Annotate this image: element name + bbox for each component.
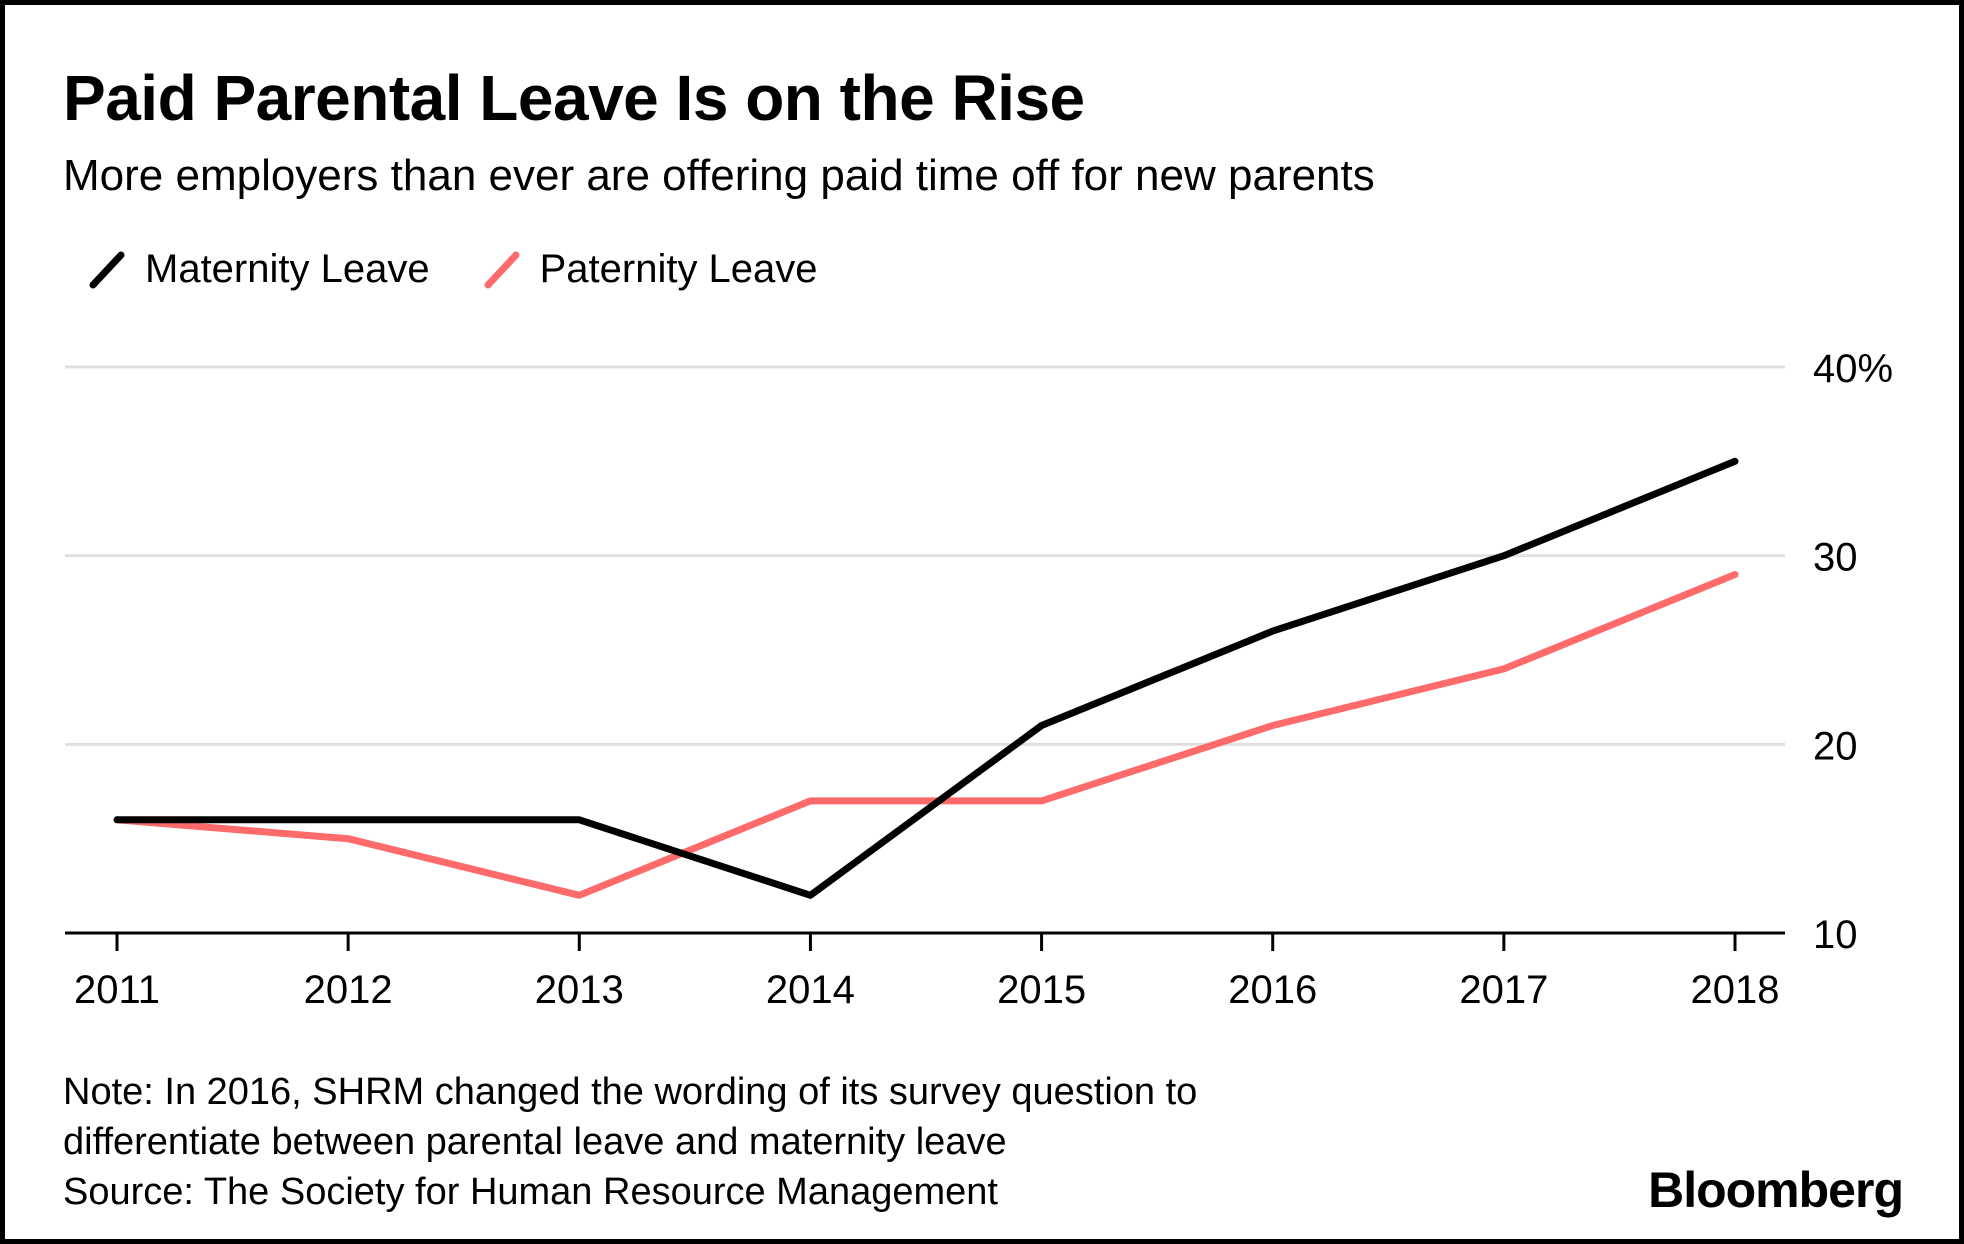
x-tick-label: 2015 xyxy=(997,968,1086,1012)
note-line-2: differentiate between parental leave and… xyxy=(63,1121,1007,1163)
chart-subtitle: More employers than ever are offering pa… xyxy=(63,151,1375,200)
legend-swatch-maternity-icon xyxy=(89,251,125,289)
series-line-paternity-leave xyxy=(113,571,1739,899)
source-line: Source: The Society for Human Resource M… xyxy=(63,1171,998,1213)
x-tick-label: 2018 xyxy=(1691,968,1780,1012)
line-chart: 10 20 30 40% 2011 2012 2013 2014 2015 2016 2017 201… xyxy=(65,347,1893,1012)
series-line-maternity-leave xyxy=(113,457,1739,899)
legend-item-maternity: Maternity Leave xyxy=(87,247,430,292)
axis-layer xyxy=(65,931,1785,951)
legend-label-maternity: Maternity Leave xyxy=(145,246,430,291)
grid-layer xyxy=(65,365,1785,746)
x-tick-label: 2012 xyxy=(304,968,393,1012)
chart-title: Paid Parental Leave Is on the Rise xyxy=(63,62,1085,134)
chart-card: Paid Parental Leave Is on the Rise More … xyxy=(5,5,1959,1239)
chart-footnote: Note: In 2016, SHRM changed the wording … xyxy=(63,1067,1197,1217)
x-tick-label: 2014 xyxy=(766,968,855,1012)
chart-legend: Maternity Leave Paternity Leave xyxy=(87,243,870,295)
y-tick-label: 10 xyxy=(1813,913,1858,957)
x-tick-label: 2013 xyxy=(535,968,624,1012)
label-layer: 10 20 30 40% 2011 2012 2013 2014 2015 2016 2017 201… xyxy=(74,347,1893,1012)
legend-item-paternity: Paternity Leave xyxy=(482,247,818,292)
x-tick-label: 2017 xyxy=(1459,968,1548,1012)
y-tick-label: 30 xyxy=(1813,536,1858,580)
series-layer xyxy=(113,457,1739,899)
legend-label-paternity: Paternity Leave xyxy=(539,246,818,291)
x-tick-label: 2011 xyxy=(74,968,160,1012)
bloomberg-logo: Bloomberg xyxy=(1648,1162,1904,1218)
y-tick-label: 40% xyxy=(1813,347,1893,391)
note-line-1: Note: In 2016, SHRM changed the wording … xyxy=(63,1071,1198,1113)
x-tick-label: 2016 xyxy=(1228,968,1317,1012)
y-tick-label: 20 xyxy=(1813,724,1858,768)
legend-swatch-paternity-icon xyxy=(484,251,520,289)
